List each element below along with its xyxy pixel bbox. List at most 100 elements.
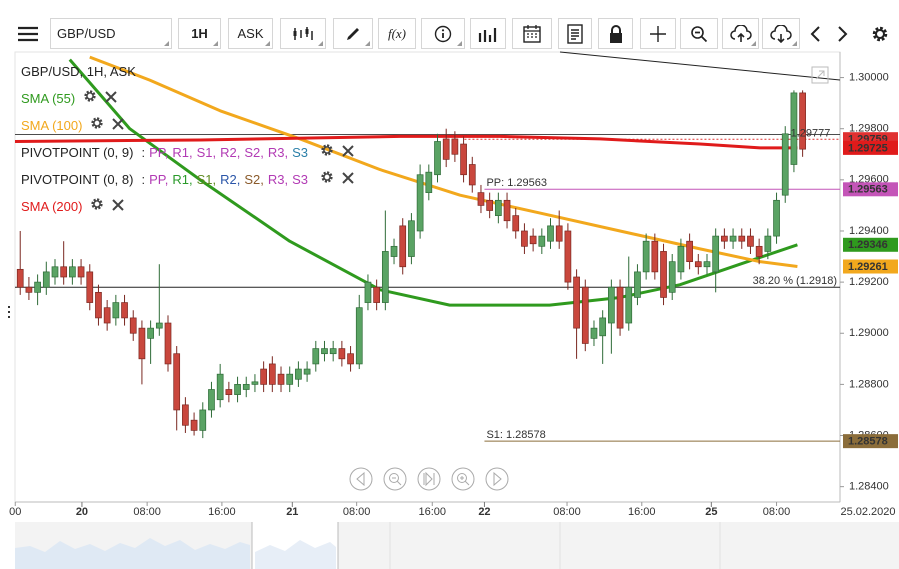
settings-icon[interactable] — [90, 193, 104, 220]
candle-body — [581, 286, 589, 344]
candle-body — [573, 276, 580, 329]
lock-button[interactable] — [598, 18, 633, 49]
scroll-left-button[interactable] — [349, 467, 373, 491]
candle-body — [51, 266, 59, 278]
candle-body — [642, 240, 650, 273]
scroll-forward-button[interactable] — [831, 18, 855, 49]
candle-body — [182, 404, 189, 426]
trend-line[interactable] — [559, 51, 841, 81]
candle-body — [651, 240, 659, 273]
volume-button[interactable] — [470, 18, 506, 49]
legend-entry: SMA (200) — [21, 199, 83, 214]
candle-body — [95, 291, 102, 319]
candle-body — [790, 92, 798, 165]
candle-body — [660, 251, 667, 298]
scroll-back-button[interactable] — [803, 18, 827, 49]
zoom-out-button[interactable] — [383, 467, 407, 491]
legend-row: PIVOTPOINT (0, 8): PP, R1, S1, R2, S2, R3, S3 — [21, 166, 354, 193]
indicator-price-text: 1.29725 — [848, 142, 888, 154]
candle-body — [677, 245, 685, 273]
day-tick-label: 25 — [705, 506, 717, 518]
crosshair-button[interactable] — [640, 18, 676, 49]
candle-body — [755, 245, 763, 257]
remove-icon[interactable] — [112, 193, 125, 220]
remove-icon[interactable] — [105, 85, 117, 112]
candle-body — [634, 271, 641, 298]
y-tick-label: 1.29400 — [849, 225, 889, 237]
legend-entry: SMA (55) — [21, 91, 76, 106]
x-tick-label: 16:00 — [419, 506, 447, 518]
y-tick-label: 1.28400 — [849, 481, 889, 493]
legend-row: SMA (100) — [21, 112, 354, 139]
scroll-left-icon — [356, 471, 365, 487]
candle-body — [773, 199, 780, 237]
candle-body — [694, 261, 702, 268]
remove-icon[interactable] — [342, 139, 354, 166]
candle-body — [547, 225, 554, 242]
symbol-select[interactable]: GBP/USD — [50, 18, 172, 49]
navigator-window-area — [255, 540, 336, 569]
menu-button[interactable] — [10, 18, 46, 49]
legend-part: PP, — [149, 145, 169, 160]
candle-body — [764, 235, 772, 252]
candle-body — [703, 261, 711, 268]
settings-icon[interactable] — [320, 166, 334, 193]
calendar-button[interactable] — [512, 18, 552, 49]
level-price-box — [843, 182, 898, 197]
remove-icon[interactable] — [112, 112, 125, 139]
candle-body — [668, 261, 676, 293]
candle-body — [721, 235, 728, 242]
settings-button[interactable] — [866, 18, 894, 49]
zoom-in-button[interactable] — [451, 467, 475, 491]
candle-body — [129, 317, 137, 334]
candle-body — [216, 373, 224, 401]
navigator[interactable] — [15, 522, 899, 569]
candle-body — [451, 138, 459, 155]
panel-handle[interactable] — [8, 306, 10, 318]
download-button[interactable] — [762, 18, 800, 49]
price-type-select[interactable]: ASK — [228, 18, 273, 49]
maximize-button[interactable] — [811, 66, 829, 84]
candle-body — [164, 322, 172, 365]
settings-icon[interactable] — [83, 85, 97, 112]
remove-icon[interactable] — [342, 166, 354, 193]
legend-row: SMA (200) — [21, 193, 354, 220]
zoom-in-icon — [460, 476, 470, 486]
chart-nav-buttons[interactable] — [349, 467, 509, 491]
template-button[interactable] — [558, 18, 592, 49]
legend-title: GBP/USD, 1H, ASK — [21, 64, 136, 79]
price-type: ASK — [237, 26, 264, 41]
upload-button[interactable] — [722, 18, 759, 49]
candle-body — [242, 384, 250, 390]
reset-button[interactable] — [417, 467, 441, 491]
candle-body — [321, 348, 328, 355]
timeframe-select[interactable]: 1H — [178, 18, 221, 49]
y-tick-label: 1.30000 — [849, 71, 889, 83]
indicator-price-box — [843, 140, 898, 155]
candle-body — [503, 199, 511, 222]
candle-body — [303, 368, 311, 375]
info-button[interactable] — [421, 18, 465, 49]
candle-body — [781, 133, 789, 196]
scroll-right-button[interactable] — [485, 467, 509, 491]
zoom-out-icon — [392, 477, 402, 486]
settings-icon[interactable] — [320, 139, 334, 166]
zoom-button[interactable] — [680, 18, 718, 49]
legend-entry: PIVOTPOINT (0, 9) — [21, 145, 134, 160]
candle-body — [16, 268, 24, 288]
candle-body — [190, 419, 198, 431]
draw-tool-button[interactable] — [333, 18, 373, 49]
candle-body — [616, 286, 624, 329]
candle-body — [86, 271, 94, 303]
y-tick-label: 1.29800 — [849, 123, 889, 135]
settings-icon[interactable] — [90, 112, 104, 139]
x-tick-label: 08:00 — [553, 506, 581, 518]
indicator-price-text: 1.29346 — [848, 239, 888, 251]
indicator-button[interactable]: f(x) — [378, 18, 416, 49]
y-tick-label: 1.29000 — [849, 327, 889, 339]
legend-part: : — [141, 145, 146, 160]
navigator-area — [15, 538, 250, 569]
candle-body — [434, 141, 441, 176]
candle-body — [286, 373, 294, 385]
chart-type-button[interactable] — [280, 18, 326, 49]
